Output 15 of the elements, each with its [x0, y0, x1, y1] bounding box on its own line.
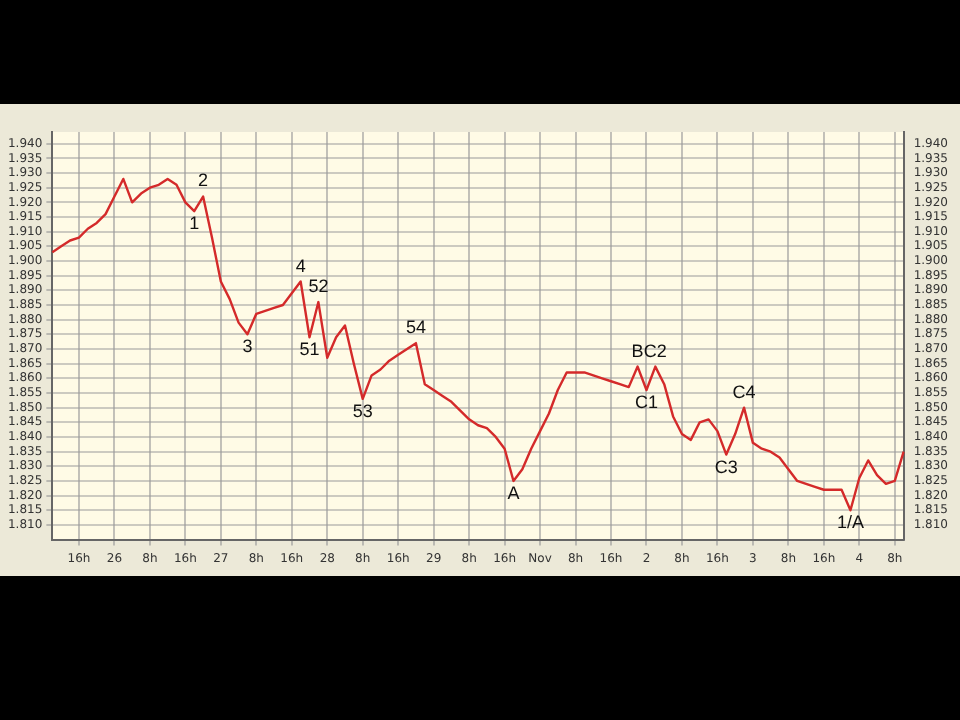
annotation: B	[631, 340, 644, 361]
annotation: 4	[295, 255, 306, 276]
annotation: A	[507, 482, 520, 503]
annotation: 51	[299, 339, 320, 360]
annotation: C4	[732, 381, 756, 402]
annotation: 1/A	[836, 512, 864, 533]
annotation: C2	[643, 340, 667, 361]
annotation: C1	[634, 392, 658, 413]
annotation: 54	[405, 317, 426, 338]
annotation: 53	[352, 400, 373, 421]
annotation: 2	[198, 170, 209, 191]
annotation: 3	[242, 336, 253, 357]
annotation: 1	[189, 213, 200, 234]
annotation: 52	[308, 276, 329, 297]
annotation: C3	[714, 456, 738, 477]
